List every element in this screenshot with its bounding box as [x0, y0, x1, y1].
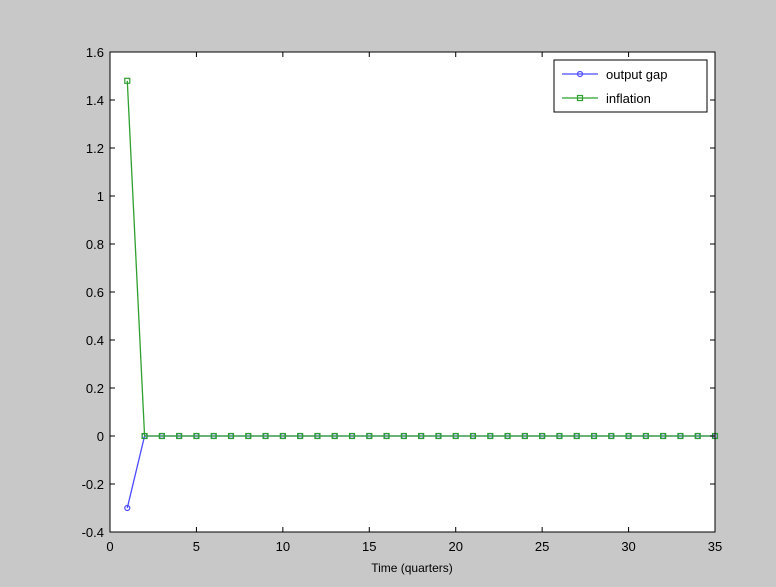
ticks-layer: 0 5 10 15 20 25 30 35 -0.4 -0.2 0 0.2 0.4 0.6 0.8 1 1.2 1… [82, 45, 723, 554]
legend-marker-inflation [576, 94, 584, 102]
y-tick-label: 0.4 [86, 333, 104, 348]
x-tick-label: 25 [535, 539, 549, 554]
data-point-inflation [279, 432, 286, 440]
data-point-inflation [521, 432, 528, 440]
data-point-inflation [210, 432, 217, 440]
data-point-inflation [487, 432, 494, 440]
legend-label-inflation: inflation [606, 91, 651, 106]
y-tick-label: 0.8 [86, 237, 104, 252]
data-point-inflation [158, 432, 165, 440]
x-tick-label: 0 [106, 539, 113, 554]
data-point-inflation [469, 432, 477, 440]
data-point-inflation [400, 432, 407, 440]
data-point-inflation [677, 432, 684, 440]
x-axis-label: Time (quarters) [371, 561, 453, 575]
y-tick-label: 0.2 [86, 381, 104, 396]
data-point-inflation [504, 432, 511, 440]
data-point-inflation [590, 432, 598, 440]
x-tick-label: 35 [708, 539, 722, 554]
legend: output gap inflation [553, 59, 708, 113]
y-tick-label: 1 [97, 189, 104, 204]
y-tick-label: 0.6 [86, 285, 104, 300]
data-point-inflation [539, 432, 546, 440]
data-point-inflation [435, 432, 442, 440]
y-tick-label: 1.2 [86, 141, 104, 156]
data-point-inflation [331, 432, 338, 440]
data-point-inflation [694, 432, 701, 440]
data-point-inflation [227, 432, 235, 440]
legend-label-output-gap: output gap [606, 67, 667, 82]
y-tick-label: 0 [97, 429, 104, 444]
data-point-inflation [262, 432, 269, 440]
y-tick-label: 1.4 [86, 93, 104, 108]
data-point-inflation [141, 432, 148, 440]
legend-box [553, 59, 708, 113]
data-point-inflation [660, 432, 667, 440]
data-point-inflation [314, 432, 321, 440]
y-tick-label: -0.4 [82, 525, 104, 540]
data-point-inflation [573, 432, 580, 440]
data-point-inflation [642, 432, 649, 440]
data-point-output-gap [124, 504, 131, 512]
x-tick-label: 15 [362, 539, 376, 554]
plot-area [110, 52, 715, 532]
x-tick-label: 5 [193, 539, 200, 554]
data-point-inflation [245, 432, 252, 440]
y-tick-label: 1.6 [86, 45, 104, 60]
x-tick-label: 10 [276, 539, 290, 554]
data-point-inflation [176, 432, 183, 440]
data-point-inflation [348, 432, 356, 440]
legend-marker-output-gap [576, 70, 584, 78]
data-point-inflation [556, 432, 563, 440]
data-point-inflation [124, 77, 131, 84]
x-tick-label: 20 [448, 539, 462, 554]
y-tick-label: -0.2 [82, 477, 104, 492]
x-tick-label: 30 [621, 539, 635, 554]
data-point-inflation [452, 432, 459, 440]
data-point-inflation [383, 432, 390, 440]
series-line-inflation [126, 80, 715, 437]
data-point-inflation [608, 432, 615, 440]
data-point-inflation [193, 432, 200, 440]
data-point-inflation [297, 432, 304, 440]
data-point-inflation [366, 432, 373, 440]
data-point-inflation [625, 432, 632, 440]
series-layer [124, 77, 719, 512]
data-point-inflation [418, 432, 425, 440]
